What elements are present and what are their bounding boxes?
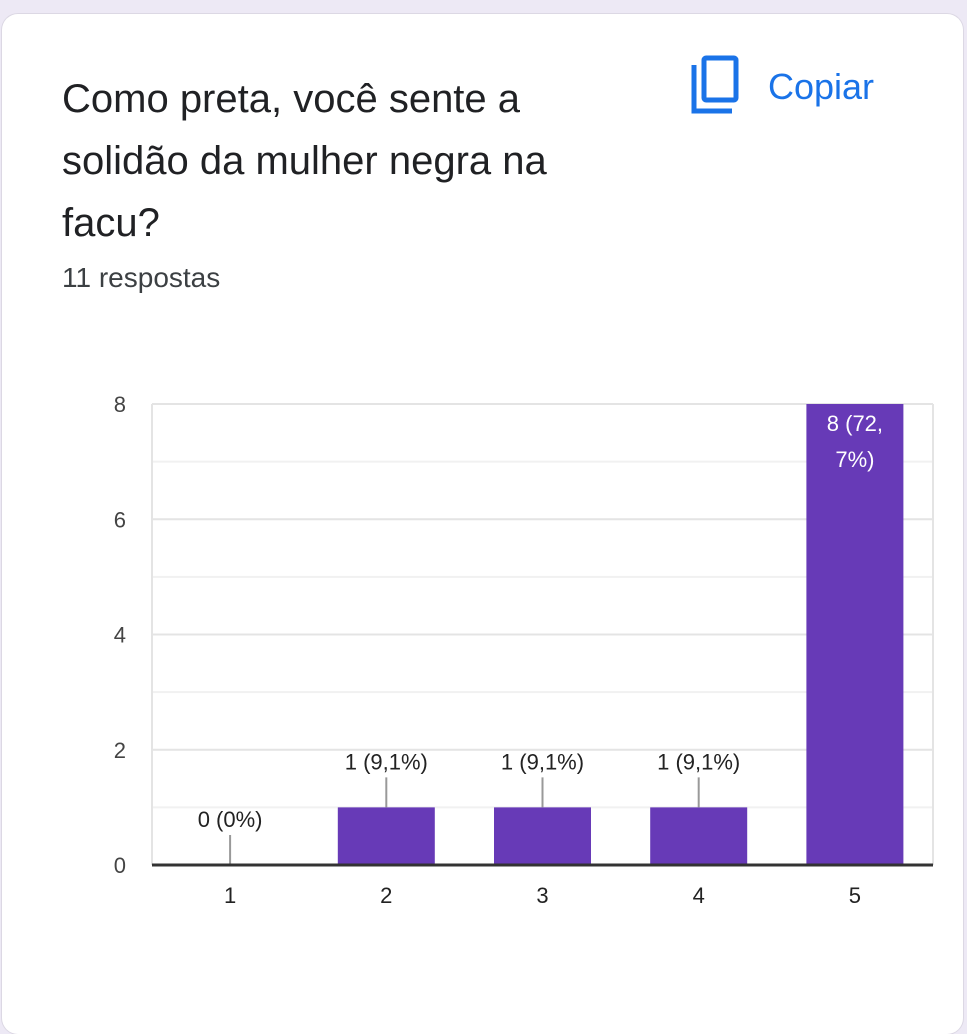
copy-icon: [690, 55, 742, 120]
title-line: Como preta, você sente a: [62, 77, 521, 121]
response-count: 11 respostas: [62, 262, 221, 293]
data-label: 1 (9,1%): [657, 749, 740, 774]
y-tick-label: 4: [114, 623, 126, 648]
data-label: 1 (9,1%): [345, 749, 428, 774]
gridlines: [151, 403, 934, 865]
data-labels: 0 (0%) 1 (9,1%) 1 (9,1%) 1 (9,1%) 8 (72, 7%): [198, 411, 883, 865]
x-tick-label: 2: [380, 883, 392, 908]
x-tick-label: 4: [693, 883, 705, 908]
axes: 0 2 4 6 8 1 2 3 4 5: [114, 392, 933, 908]
bar: [494, 807, 591, 865]
bar: [806, 404, 904, 865]
bar: [650, 807, 748, 865]
title-line: facu?: [62, 201, 160, 245]
bars: [337, 404, 904, 865]
data-label: 1 (9,1%): [501, 749, 584, 774]
data-label: 8 (72, 7%): [827, 411, 883, 472]
x-tick-label: 5: [849, 883, 861, 908]
data-label: 0 (0%): [198, 807, 263, 832]
y-tick-label: 6: [114, 507, 126, 532]
question-title: Como preta, você sente a solidão da mulh…: [62, 68, 622, 254]
x-tick-label: 1: [224, 883, 236, 908]
y-tick-label: 2: [114, 738, 126, 763]
title-line: solidão da mulher negra na: [62, 139, 547, 183]
copy-label: Copiar: [768, 66, 875, 107]
x-tick-label: 3: [536, 883, 548, 908]
bar: [337, 807, 435, 865]
y-tick-label: 8: [114, 392, 126, 417]
y-tick-label: 0: [114, 853, 126, 878]
copy-button[interactable]: Copiar: [690, 50, 874, 124]
